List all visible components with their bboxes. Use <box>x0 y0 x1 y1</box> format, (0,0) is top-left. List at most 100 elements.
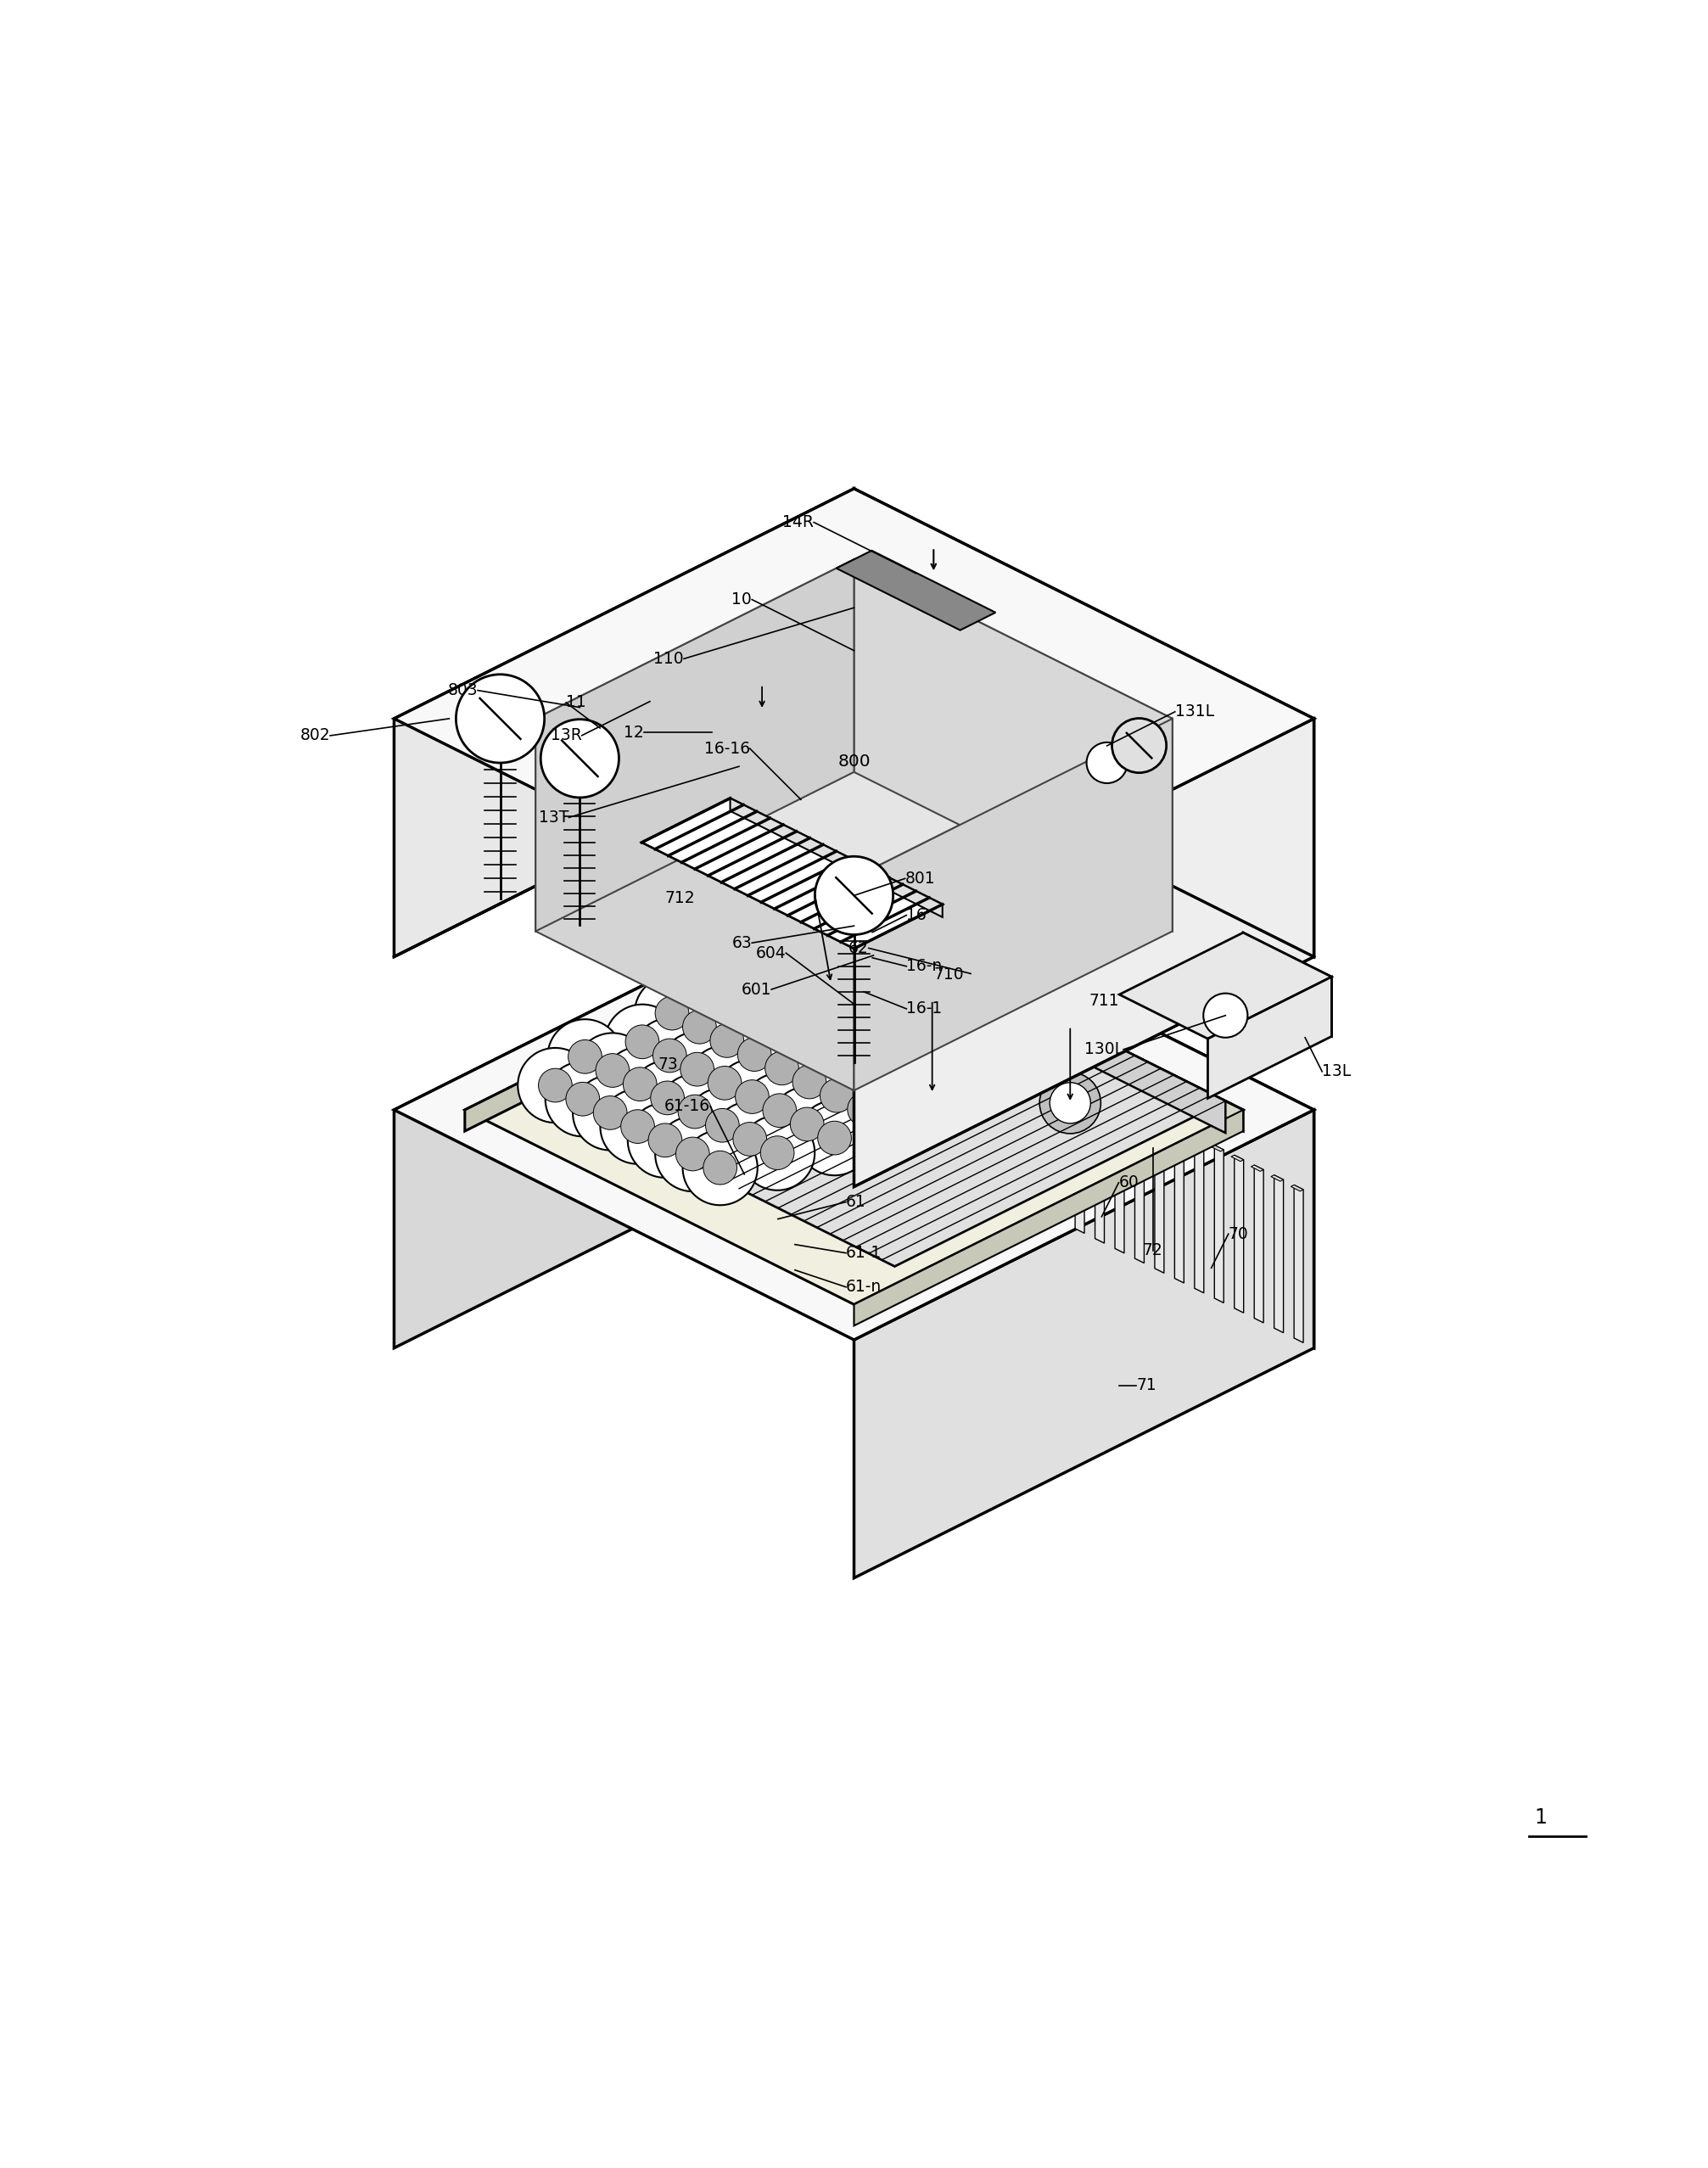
Circle shape <box>690 1004 765 1077</box>
Circle shape <box>919 943 994 1019</box>
Text: 130L: 130L <box>1085 1041 1124 1058</box>
Polygon shape <box>1214 1145 1223 1303</box>
Text: 710: 710 <box>934 967 965 982</box>
Polygon shape <box>854 559 1172 932</box>
Circle shape <box>632 1019 707 1093</box>
Polygon shape <box>395 488 854 956</box>
Circle shape <box>967 978 1001 1012</box>
Polygon shape <box>1231 1156 1243 1162</box>
Circle shape <box>994 991 1028 1025</box>
Circle shape <box>733 1123 767 1156</box>
Circle shape <box>1086 741 1127 783</box>
Circle shape <box>854 965 888 999</box>
Text: 16: 16 <box>907 906 926 924</box>
Circle shape <box>603 1047 678 1121</box>
Circle shape <box>620 1110 654 1143</box>
Circle shape <box>704 1151 736 1184</box>
Circle shape <box>808 889 883 963</box>
Circle shape <box>852 1008 886 1041</box>
Text: 601: 601 <box>741 982 772 997</box>
Circle shape <box>572 1075 647 1151</box>
Text: 712: 712 <box>664 891 695 906</box>
Text: 801: 801 <box>905 872 936 887</box>
Circle shape <box>625 1025 659 1058</box>
Polygon shape <box>1274 1175 1283 1333</box>
Circle shape <box>912 1073 953 1114</box>
Circle shape <box>779 917 854 993</box>
Text: 800: 800 <box>837 752 871 770</box>
Circle shape <box>777 960 851 1034</box>
Polygon shape <box>1211 1145 1223 1151</box>
Circle shape <box>774 1002 849 1077</box>
Circle shape <box>565 1082 600 1117</box>
Polygon shape <box>1172 1125 1184 1132</box>
Circle shape <box>818 1121 851 1156</box>
Circle shape <box>943 999 1018 1075</box>
Circle shape <box>888 971 963 1047</box>
Circle shape <box>518 1047 593 1123</box>
Circle shape <box>907 1036 941 1069</box>
Circle shape <box>791 1108 823 1140</box>
Circle shape <box>600 1088 675 1164</box>
Text: 72: 72 <box>1143 1242 1163 1260</box>
Polygon shape <box>1151 1114 1165 1121</box>
Text: 62: 62 <box>849 941 869 956</box>
Circle shape <box>992 1034 1025 1069</box>
Circle shape <box>914 1028 989 1104</box>
Circle shape <box>1112 718 1167 772</box>
Circle shape <box>770 1086 844 1162</box>
Polygon shape <box>465 915 854 1132</box>
Circle shape <box>1040 1073 1100 1134</box>
Polygon shape <box>837 551 996 631</box>
Circle shape <box>815 856 893 934</box>
Text: 711: 711 <box>1090 993 1119 1008</box>
Text: 803: 803 <box>447 683 478 698</box>
Circle shape <box>678 1095 712 1130</box>
Circle shape <box>974 971 1049 1045</box>
Circle shape <box>676 1138 709 1171</box>
Text: 70: 70 <box>1228 1225 1249 1242</box>
Circle shape <box>707 1067 741 1099</box>
Circle shape <box>864 917 938 991</box>
Circle shape <box>734 1080 769 1114</box>
Polygon shape <box>731 798 943 917</box>
Polygon shape <box>695 659 784 763</box>
Circle shape <box>630 1060 705 1136</box>
Circle shape <box>569 1041 601 1073</box>
Polygon shape <box>854 1110 1243 1325</box>
Circle shape <box>746 989 822 1062</box>
Circle shape <box>798 980 830 1015</box>
Polygon shape <box>1194 1136 1204 1292</box>
Circle shape <box>651 1082 685 1114</box>
Circle shape <box>576 1032 651 1108</box>
Circle shape <box>834 945 909 1019</box>
Polygon shape <box>1073 1075 1085 1082</box>
Polygon shape <box>1291 1186 1303 1190</box>
Text: 16-16: 16-16 <box>704 741 750 757</box>
Circle shape <box>685 1088 760 1162</box>
Polygon shape <box>1243 932 1332 1036</box>
Polygon shape <box>854 915 1243 1132</box>
Circle shape <box>934 1049 968 1082</box>
Polygon shape <box>854 718 1313 1186</box>
Circle shape <box>656 1117 729 1192</box>
Polygon shape <box>1295 1186 1303 1342</box>
Circle shape <box>794 1023 828 1056</box>
Circle shape <box>832 986 907 1062</box>
Text: 604: 604 <box>755 945 786 960</box>
Polygon shape <box>465 915 1243 1305</box>
Circle shape <box>712 982 746 1015</box>
Circle shape <box>801 952 861 1015</box>
Circle shape <box>680 1051 714 1086</box>
Polygon shape <box>395 488 1313 950</box>
Circle shape <box>750 945 823 1021</box>
Circle shape <box>692 960 767 1036</box>
Polygon shape <box>854 1110 1313 1578</box>
Circle shape <box>1204 993 1247 1038</box>
Circle shape <box>861 958 936 1034</box>
Polygon shape <box>1095 1086 1105 1242</box>
Circle shape <box>760 1136 794 1171</box>
Polygon shape <box>395 880 1313 1340</box>
Polygon shape <box>1074 1075 1085 1234</box>
Circle shape <box>851 1049 883 1084</box>
